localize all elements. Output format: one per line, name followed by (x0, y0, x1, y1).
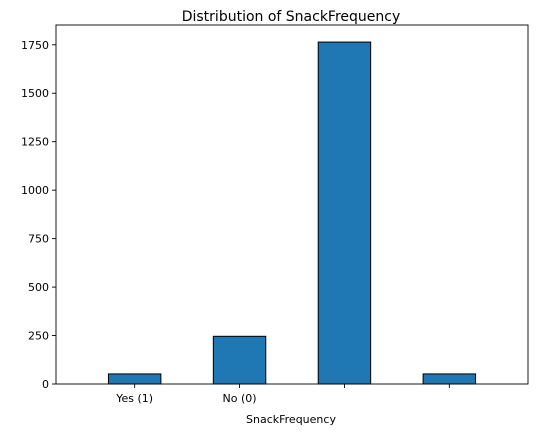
y-tick-label: 1500 (21, 87, 49, 100)
y-tick-label: 1750 (21, 39, 49, 52)
y-tick-label: 1000 (21, 184, 49, 197)
y-tick-label: 750 (28, 233, 49, 246)
bar-3 (317, 41, 372, 385)
y-tick-label: 0 (42, 378, 49, 391)
x-tick-label: No (0) (223, 392, 257, 405)
y-axis: 0 250 500 750 1000 1250 1500 1750 (21, 39, 56, 391)
bar-2 (212, 335, 267, 385)
plot-frame (55, 24, 529, 385)
y-tick-label: 500 (28, 281, 49, 294)
bars-layer (107, 41, 477, 385)
y-tick-label: 250 (28, 330, 49, 343)
y-tick-label: 1250 (21, 136, 49, 149)
x-tick-label: Yes (1) (115, 392, 153, 405)
bar-1 (107, 373, 162, 385)
chart-title: Distribution of SnackFrequency (182, 9, 401, 25)
bar-4 (422, 373, 477, 385)
x-axis: Yes (1) No (0) (115, 384, 450, 405)
x-axis-label: SnackFrequency (246, 413, 336, 426)
